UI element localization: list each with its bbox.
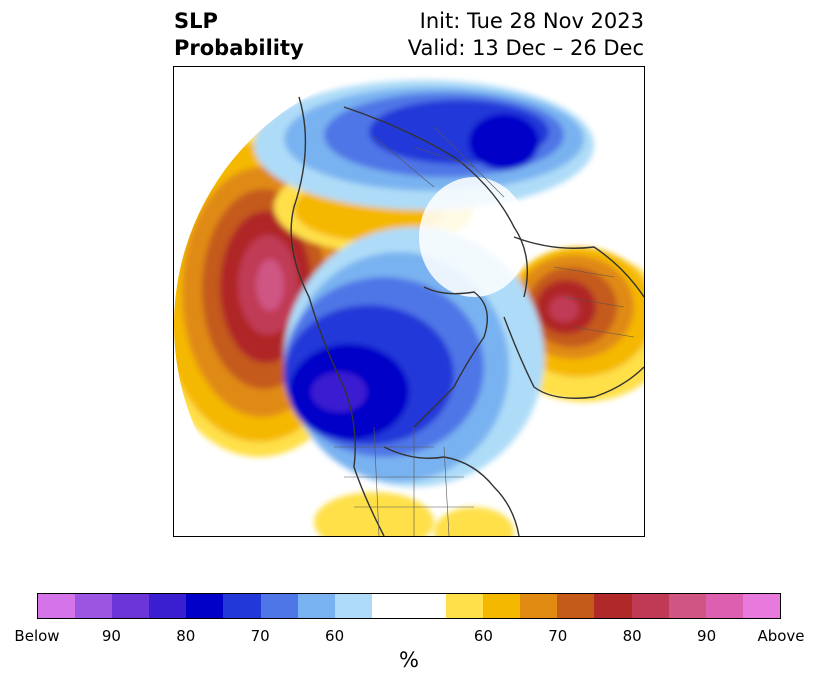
colorbar-tick-label: Above [757,627,805,645]
forecast-dates: Init: Tue 28 Nov 2023 Valid: 13 Dec – 26… [408,8,644,62]
colorbar-tick-label: 90 [697,627,717,645]
init-date: Init: Tue 28 Nov 2023 [419,9,644,33]
europe-anomaly-85 [549,296,579,322]
colorbar-tick-label: 90 [101,627,121,645]
colorbar-segment [112,594,150,618]
colorbar-segment [483,594,521,618]
atlantic-anomaly-60 [434,507,514,536]
neutral-zone [419,177,529,297]
colorbar-tick-label: 80 [622,627,642,645]
title-type: Probability [174,36,304,60]
colorbar-segment [742,594,780,618]
colorbar-tick-label: 80 [176,627,196,645]
colorbar-tick-label: Below [14,627,60,645]
arctic-anomaly-80 [469,114,539,170]
colorbar-unit: % [399,648,419,672]
borders [334,126,635,536]
colorbar-segment [705,594,743,618]
probability-map [173,66,645,537]
colorbar-segment [668,594,706,618]
colorbar-tick-label: 70 [250,627,270,645]
subtropical-anomaly-60 [314,492,434,536]
colorbar-segment [260,594,298,618]
colorbar-segment [594,594,632,618]
colorbar-segment [149,594,187,618]
colorbar-segment [631,594,669,618]
colorbar-segment [223,594,261,618]
map-title: SLP Probability [174,8,304,62]
colorbar-segment [334,594,372,618]
valid-period: Valid: 13 Dec – 26 Dec [407,36,644,60]
colorbar-segment [557,594,595,618]
colorbar [37,593,781,619]
colorbar-tick-label: 60 [473,627,493,645]
colorbar-segment [186,594,224,618]
coastlines [290,96,644,536]
colorbar-segment [297,594,335,618]
colorbar-segment [371,594,409,618]
colorbar-segment [446,594,484,618]
colorbar-tick-label: 70 [548,627,568,645]
colorbar-tick-label: 60 [325,627,345,645]
colorbar-segment [38,594,76,618]
pacific-anomaly-90 [256,259,284,311]
greenland-anomaly-85 [311,372,367,412]
polar-projection-map [174,80,644,536]
colorbar-segment [408,594,447,618]
colorbar-segment [75,594,113,618]
title-variable: SLP [174,9,218,33]
colorbar-segment [520,594,558,618]
